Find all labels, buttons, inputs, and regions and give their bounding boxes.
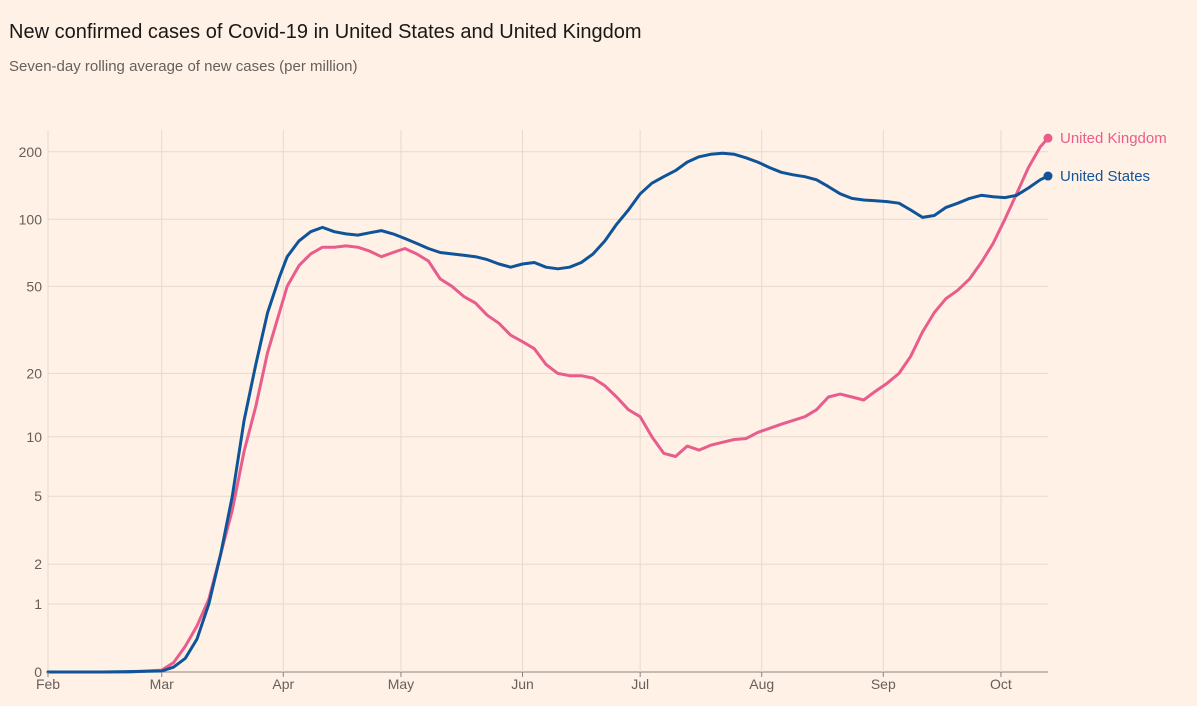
chart-title: New confirmed cases of Covid-19 in Unite… <box>9 21 642 43</box>
x-tick-label: Feb <box>36 676 60 692</box>
y-tick-label: 10 <box>26 429 42 445</box>
y-tick-label: 2 <box>34 556 42 572</box>
x-tick-label: Jul <box>631 676 649 692</box>
x-tick-label: May <box>388 676 414 692</box>
series-end-marker <box>1043 171 1053 181</box>
y-tick-label: 100 <box>19 211 43 227</box>
y-tick-label: 0 <box>34 664 42 680</box>
x-tick-label: Oct <box>990 676 1012 692</box>
x-tick-label: Aug <box>749 676 774 692</box>
x-tick-label: Apr <box>272 676 294 692</box>
series-line-united-states <box>46 151 1050 674</box>
y-tick-label: 1 <box>34 596 42 612</box>
series-end-marker <box>1043 133 1053 143</box>
chart-subtitle: Seven-day rolling average of new cases (… <box>9 58 358 75</box>
y-tick-label: 50 <box>26 278 42 294</box>
series-line-united-kingdom <box>46 136 1050 674</box>
y-tick-label: 5 <box>34 488 42 504</box>
legend-label: United States <box>1060 168 1150 185</box>
x-tick-label: Sep <box>871 676 896 692</box>
x-tick-label: Jun <box>511 676 534 692</box>
series-lines <box>46 136 1050 674</box>
grid <box>47 130 1048 673</box>
axes: 0 1 2 5 10 20 50 100 200 Feb Mar Apr May Jun Jul Aug Sep… <box>19 144 1012 692</box>
legend-label: United Kingdom <box>1060 130 1167 147</box>
legend: United Kingdom United States <box>1043 130 1167 185</box>
y-tick-label: 200 <box>19 144 43 160</box>
x-tick-label: Mar <box>150 676 174 692</box>
y-tick-label: 20 <box>26 365 42 381</box>
